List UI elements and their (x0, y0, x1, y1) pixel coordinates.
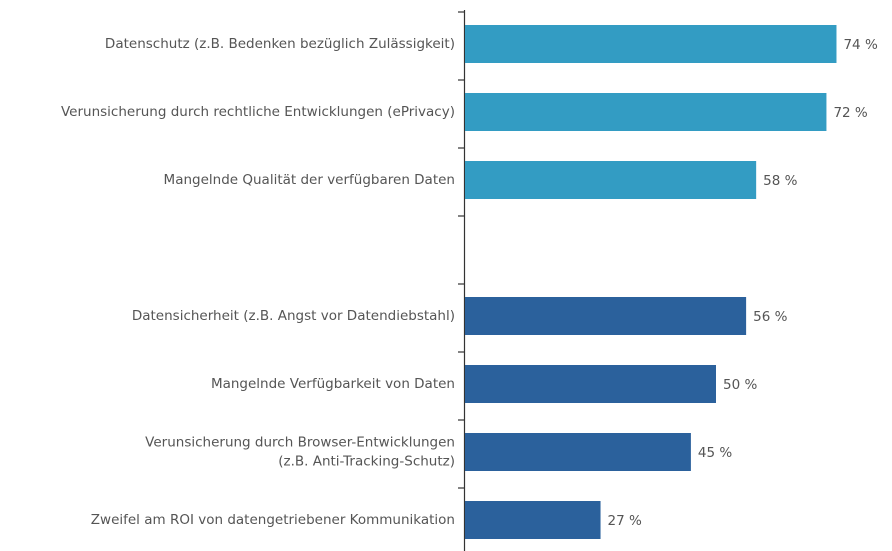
category-label: Mangelnde Verfügbarkeit von Daten (211, 376, 455, 392)
value-label: 56 % (753, 309, 787, 325)
bar (465, 161, 757, 199)
value-label: 74 % (843, 37, 877, 53)
category-label: Mangelnde Qualität der verfügbaren Daten (164, 172, 455, 188)
value-label: 50 % (723, 377, 757, 393)
value-label: 72 % (833, 105, 867, 121)
bar (465, 93, 827, 131)
category-label-line: Verunsicherung durch Browser-Entwicklung… (145, 435, 455, 451)
category-label: Verunsicherung durch Browser-Entwicklung… (145, 435, 455, 470)
bar (465, 25, 837, 63)
category-label: Datensicherheit (z.B. Angst vor Datendie… (132, 308, 455, 324)
bar (465, 297, 747, 335)
category-label: Zweifel am ROI von datengetriebener Komm… (91, 512, 455, 528)
value-label: 27 % (608, 513, 642, 529)
category-label: Verunsicherung durch rechtliche Entwickl… (61, 104, 455, 120)
bar (465, 365, 716, 403)
bar (465, 433, 691, 471)
value-label: 58 % (763, 173, 797, 189)
bar (465, 501, 601, 539)
value-label: 45 % (698, 445, 732, 461)
category-label: Datenschutz (z.B. Bedenken bezüglich Zul… (105, 36, 455, 52)
category-label-line: (z.B. Anti-Tracking-Schutz) (278, 454, 455, 470)
